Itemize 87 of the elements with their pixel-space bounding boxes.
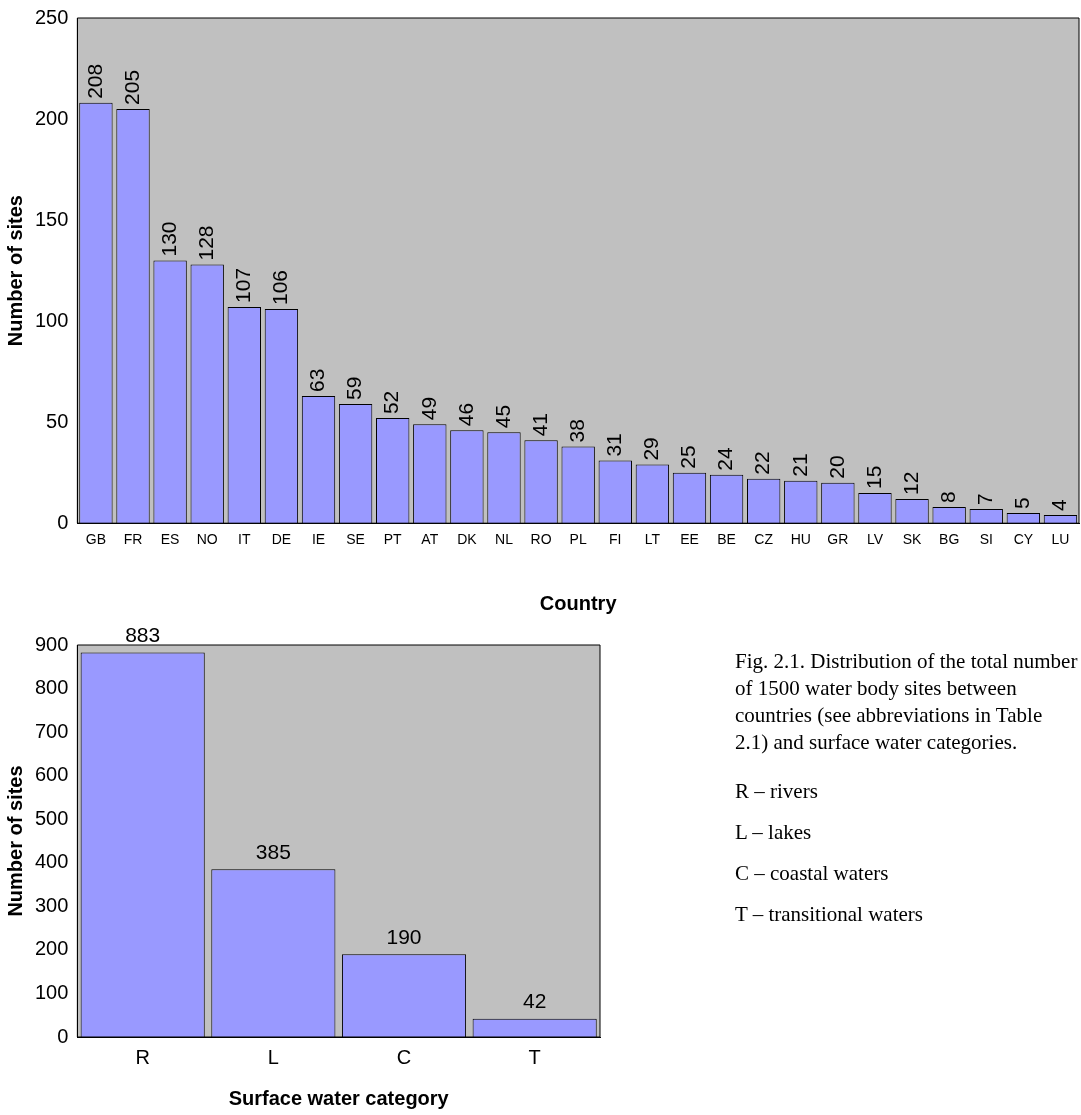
data-label: 12 bbox=[898, 471, 922, 495]
x-tick-label: CY bbox=[1013, 531, 1034, 548]
x-tick-label: SE bbox=[346, 531, 365, 548]
text: R – rivers bbox=[735, 778, 819, 805]
y-tick-label: 500 bbox=[34, 806, 69, 829]
data-label: 49 bbox=[416, 396, 440, 421]
data-label: 4 bbox=[1047, 499, 1071, 512]
data-label: 41 bbox=[527, 412, 551, 437]
text: C – coastal waters bbox=[735, 860, 890, 887]
text: T – transitional waters bbox=[735, 901, 924, 928]
data-label: 42 bbox=[522, 989, 547, 1012]
y-tick-label: 250 bbox=[34, 5, 69, 28]
text: L – lakes bbox=[735, 819, 813, 846]
x-tick-label: T bbox=[528, 1045, 541, 1068]
caption: Fig. 2.1. Distribution of the total number of 1500 water body sites between countries (see abbreviations in Table 2.1) and surface water categories. bbox=[735, 648, 1079, 756]
x-tick-label: AT bbox=[421, 531, 439, 548]
x-tick-label: NO bbox=[196, 531, 218, 548]
data-label: 5 bbox=[1010, 497, 1034, 510]
data-label: 22 bbox=[750, 451, 774, 475]
y-tick-label: 200 bbox=[34, 106, 69, 129]
x-tick-label: FR bbox=[123, 531, 143, 548]
x-tick-label: C bbox=[396, 1045, 412, 1068]
data-label: 63 bbox=[305, 368, 329, 392]
x-tick-label: CZ bbox=[754, 531, 774, 548]
y-tick-label: 100 bbox=[34, 980, 69, 1003]
data-label: 25 bbox=[676, 445, 700, 469]
y-tick-label: 700 bbox=[34, 719, 69, 742]
y-axis-title: Number of sites bbox=[3, 195, 26, 347]
data-label: 24 bbox=[713, 447, 737, 471]
data-label: 130 bbox=[156, 221, 180, 257]
x-axis-title: Surface water category bbox=[228, 1086, 450, 1109]
x-tick-label: ES bbox=[160, 531, 180, 548]
y-tick-label: 400 bbox=[34, 850, 69, 873]
y-tick-label: 300 bbox=[34, 893, 69, 916]
x-tick-label: DK bbox=[457, 531, 478, 548]
y-tick-label: 800 bbox=[34, 676, 69, 699]
x-tick-label: PL bbox=[569, 531, 587, 548]
y-tick-label: 0 bbox=[57, 510, 69, 533]
data-label: 128 bbox=[194, 225, 218, 261]
data-label: 45 bbox=[490, 404, 514, 429]
x-tick-label: LU bbox=[1051, 531, 1070, 548]
y-tick-label: 900 bbox=[34, 632, 69, 655]
data-label: 7 bbox=[973, 493, 997, 506]
x-tick-label: BG bbox=[939, 531, 960, 548]
data-label: 106 bbox=[268, 269, 292, 305]
data-label: 208 bbox=[82, 63, 106, 99]
y-tick-label: 50 bbox=[46, 409, 69, 432]
data-label: 38 bbox=[564, 419, 588, 443]
x-tick-label: IT bbox=[238, 531, 251, 548]
y-tick-label: 0 bbox=[57, 1024, 69, 1047]
x-tick-label: R bbox=[135, 1045, 150, 1068]
x-tick-label: SK bbox=[902, 531, 923, 548]
y-tick-label: 200 bbox=[34, 937, 69, 960]
y-axis-title: Number of sites bbox=[3, 765, 26, 917]
x-tick-label: GR bbox=[827, 531, 849, 548]
x-tick-label: HU bbox=[790, 531, 811, 548]
x-tick-label: BE bbox=[717, 531, 736, 548]
data-label: 21 bbox=[787, 453, 811, 477]
x-tick-label: DE bbox=[271, 531, 292, 548]
data-label: 205 bbox=[119, 69, 143, 105]
data-label: 883 bbox=[125, 622, 161, 646]
x-tick-label: L bbox=[267, 1045, 279, 1068]
data-label: 20 bbox=[824, 455, 848, 479]
x-tick-label: SI bbox=[979, 531, 993, 548]
y-tick-label: 150 bbox=[34, 207, 69, 230]
x-tick-label: IE bbox=[311, 531, 326, 548]
x-tick-label: NL bbox=[495, 531, 514, 548]
x-tick-label: GB bbox=[85, 531, 107, 548]
x-tick-label: LT bbox=[644, 531, 661, 548]
data-label: 29 bbox=[639, 437, 663, 461]
y-tick-label: 100 bbox=[34, 308, 69, 331]
data-label: 8 bbox=[935, 491, 959, 504]
x-tick-label: LV bbox=[866, 531, 884, 548]
x-tick-label: RO bbox=[530, 531, 552, 548]
x-tick-label: PT bbox=[383, 531, 403, 548]
data-label: 385 bbox=[255, 839, 291, 863]
data-label: 31 bbox=[602, 433, 626, 457]
y-tick-label: 600 bbox=[34, 763, 69, 786]
data-label: 46 bbox=[453, 402, 477, 427]
x-axis-title: Country bbox=[539, 591, 618, 614]
x-tick-label: FI bbox=[609, 531, 622, 548]
data-label: 190 bbox=[386, 924, 422, 948]
data-label: 52 bbox=[379, 390, 403, 415]
data-label: 59 bbox=[342, 376, 366, 400]
data-label: 15 bbox=[861, 465, 885, 489]
data-label: 107 bbox=[231, 267, 255, 303]
x-tick-label: EE bbox=[680, 531, 699, 548]
